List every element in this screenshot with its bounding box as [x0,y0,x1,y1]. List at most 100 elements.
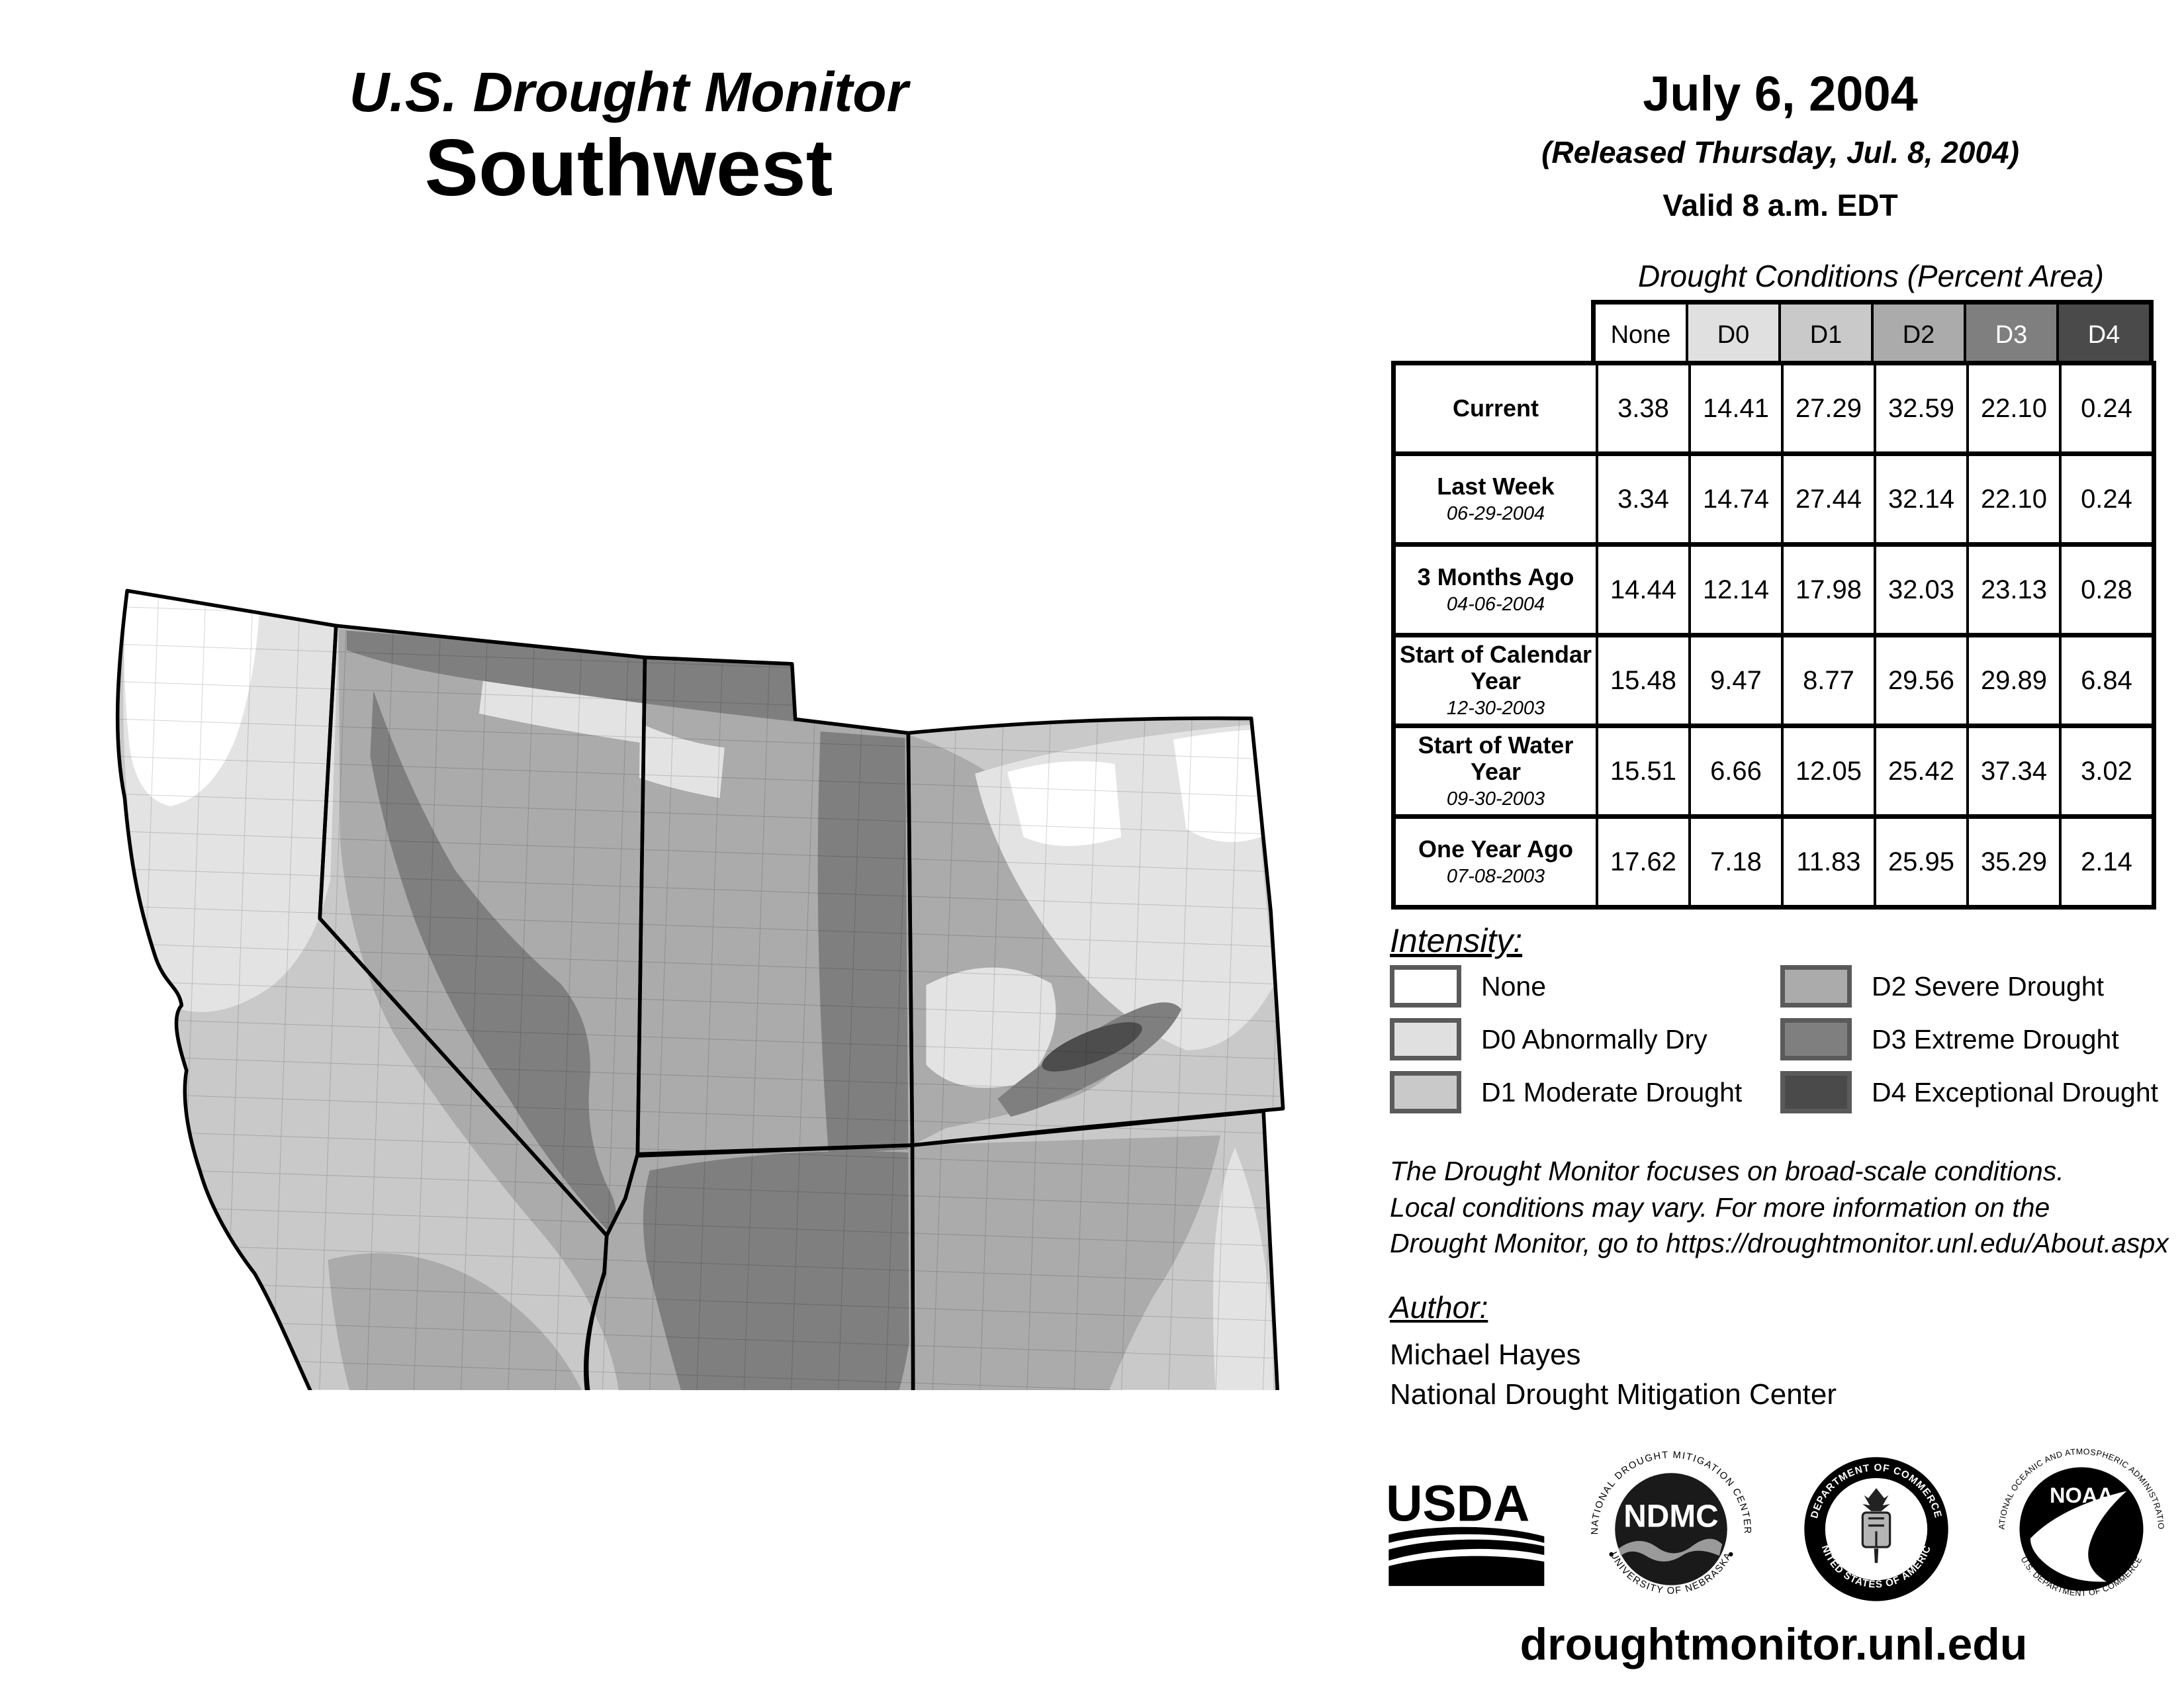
legend-item-d3: D3 Extreme Drought [1780,1018,2184,1060]
table-cell: 3.34 [1598,456,1688,542]
usda-swoosh-1 [1388,1526,1545,1543]
table-cell: 9.47 [1691,637,1781,724]
table-cell: 27.44 [1784,456,1874,542]
state-arizona [584,1143,915,1390]
logo-row: USDA NATIONAL DROUGHT MITIGATION CENTER … [1383,1446,2164,1612]
ndmc-wordmark: NDMC [1623,1499,1718,1534]
table-cell: 3.38 [1598,365,1688,451]
table-cell: 2.14 [2062,819,2152,905]
row-label: 3 Months Ago 04-06-2004 [1396,547,1596,633]
drought-shading [117,590,1283,1390]
table-cell: 29.89 [1969,637,2059,724]
table-cell: 22.10 [1969,456,2059,542]
col-header-d4: D4 [2059,305,2149,365]
table-cell: 8.77 [1784,637,1874,724]
author-heading: Author: [1390,1290,1488,1325]
col-header-d2: D2 [1874,305,1964,365]
drought-table: Current 3.38 14.41 27.29 32.59 22.10 0.2… [1391,361,2156,910]
legend-item-d2: D2 Severe Drought [1780,965,2184,1008]
state-colorado [906,716,1285,1147]
author-name: Michael Hayes [1390,1338,1581,1371]
drought-table-header: None D0 D1 D2 D3 D4 [1591,300,2154,370]
table-cell: 14.41 [1691,365,1781,451]
table-cell: 27.29 [1784,365,1874,451]
date-block: July 6, 2004 (Released Thursday, Jul. 8,… [1443,70,2118,223]
legend-swatch-d0 [1390,1018,1461,1060]
table-cell: 37.34 [1969,728,2059,814]
col-header-none: None [1596,305,1686,365]
table-cell: 17.62 [1598,819,1688,905]
commerce-seal: DEPARTMENT OF COMMERCE UNITED STATES OF … [1794,1446,1948,1601]
noaa-logo: NATIONAL OCEANIC AND ATMOSPHERIC ADMINIS… [1999,1446,2164,1598]
table-cell: 29.56 [1876,637,1966,724]
noaa-bird [2030,1491,2127,1582]
intensity-legend: None D2 Severe Drought D0 Abnormally Dry… [1390,965,2184,1113]
table-cell: 0.24 [2062,365,2152,451]
map-date: July 6, 2004 [1643,66,1918,121]
table-title: Drought Conditions (Percent Area) [1638,259,2104,293]
table-cell: 15.48 [1598,637,1688,724]
state-new-mexico [910,1109,1279,1390]
usda-wordmark: USDA [1386,1476,1529,1532]
ndmc-wave [1618,1538,1723,1562]
usda-swoosh-2 [1388,1539,1545,1561]
doc-eagle [1862,1488,1890,1511]
valid-time: Valid 8 a.m. EDT [1662,188,1898,222]
southwest-drought-map [115,588,1285,1390]
table-cell: 14.74 [1691,456,1781,542]
col-header-d0: D0 [1688,305,1778,365]
table-cell: 0.28 [2062,547,2152,633]
usda-logo: USDA [1386,1476,1545,1586]
row-label: Start of Water Year 09-30-2003 [1396,728,1596,814]
state-california [115,588,609,1390]
table-cell: 25.42 [1876,728,1966,814]
title-block: U.S. Drought Monitor Southwest [199,63,1059,214]
legend-swatch-d3 [1780,1018,1852,1060]
disclaimer-text: The Drought Monitor focuses on broad-sca… [1390,1156,2169,1259]
legend-heading: Intensity: [1390,922,1523,959]
table-cell: 22.10 [1969,365,2059,451]
table-cell: 17.98 [1784,547,1874,633]
row-label: Start of Calendar Year 12-30-2003 [1396,637,1596,724]
table-cell: 35.29 [1969,819,2059,905]
region-title: Southwest [424,122,833,213]
report-title: U.S. Drought Monitor [349,61,909,123]
table-cell: 6.66 [1691,728,1781,814]
table-cell: 3.02 [2062,728,2152,814]
table-cell: 11.83 [1784,819,1874,905]
release-date: (Released Thursday, Jul. 8, 2004) [1541,135,2019,169]
author-organization: National Drought Mitigation Center [1390,1378,1837,1411]
table-cell: 7.18 [1691,819,1781,905]
table-cell: 23.13 [1969,547,2059,633]
table-cell: 32.03 [1876,547,1966,633]
footer-url: droughtmonitor.unl.edu [1520,1619,2028,1669]
table-cell: 12.05 [1784,728,1874,814]
county-boundaries [117,590,1283,1390]
state-borders [115,588,1285,1390]
table-cell: 32.59 [1876,365,1966,451]
table-cell: 6.84 [2062,637,2152,724]
ndmc-circle [1615,1473,1727,1585]
legend-item-none: None [1390,965,1780,1008]
table-cell: 25.95 [1876,819,1966,905]
table-cell: 14.44 [1598,547,1688,633]
row-label: One Year Ago 07-08-2003 [1396,819,1596,905]
row-label: Current [1396,365,1596,451]
doc-lighthouse [1874,1548,1879,1564]
table-cell: 0.24 [2062,456,2152,542]
col-header-d1: D1 [1781,305,1871,365]
usda-swoosh-3 [1388,1556,1545,1586]
row-label: Last Week 06-29-2004 [1396,456,1596,542]
table-cell: 32.14 [1876,456,1966,542]
legend-swatch-d2 [1780,965,1852,1008]
legend-item-d1: D1 Moderate Drought [1390,1071,1780,1113]
table-cell: 12.14 [1691,547,1781,633]
legend-swatch-none [1390,965,1461,1008]
table-cell: 15.51 [1598,728,1688,814]
col-header-d3: D3 [1966,305,2056,365]
legend-item-d0: D0 Abnormally Dry [1390,1018,1780,1060]
legend-swatch-d4 [1780,1071,1852,1113]
legend-swatch-d1 [1390,1071,1461,1113]
ndmc-logo: NATIONAL DROUGHT MITIGATION CENTER UNIVE… [1590,1450,1751,1596]
